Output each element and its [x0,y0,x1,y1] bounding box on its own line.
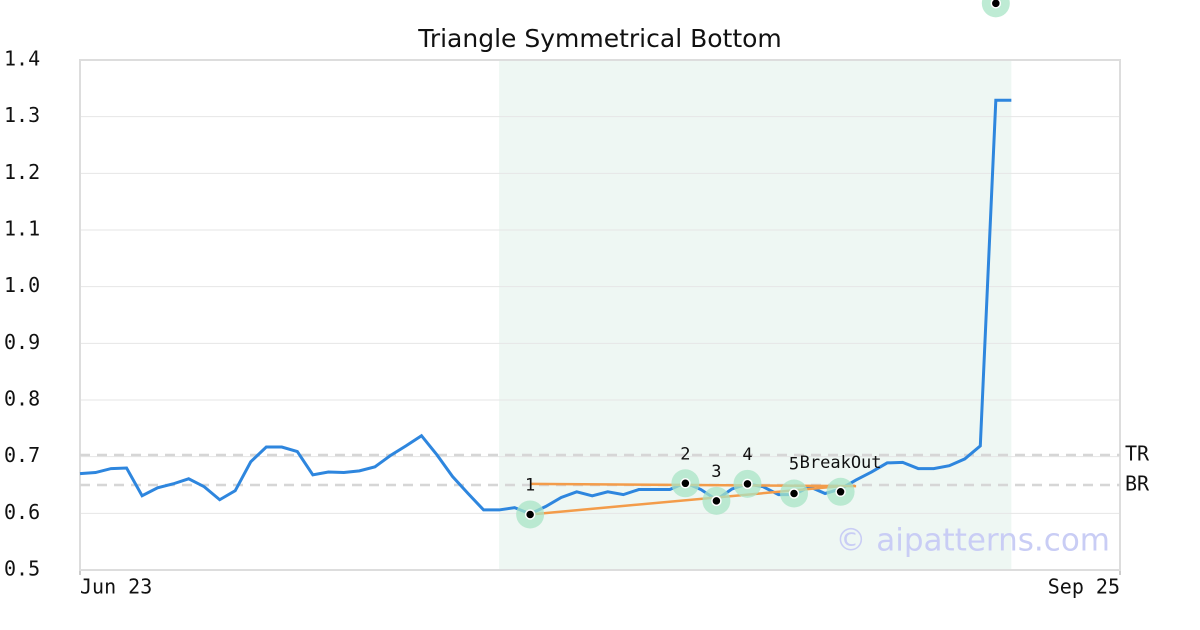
pattern-point [990,0,1002,9]
pattern-point [524,509,536,520]
pattern-point [742,478,753,490]
y-tick-label: 0.5 [4,557,40,581]
pattern-point-label: 4 [742,445,752,465]
pattern-point-label: 1 [525,475,535,495]
pattern-point-label: 3 [711,462,721,482]
y-tick-label: 0.7 [4,443,40,467]
pattern-point-label: BreakOut [800,453,882,473]
y-tick-label: 1.2 [4,160,40,184]
y-tick-label: 0.6 [4,500,40,524]
y-tick-label: 0.8 [4,387,40,411]
pattern-point [711,495,722,507]
level-label: BR [1125,472,1150,496]
x-tick-label: Sep 25 [1048,575,1120,599]
pattern-point-label: 5 [789,455,799,475]
chart-title: Triangle Symmetrical Bottom [417,24,782,53]
pattern-point [788,488,800,499]
pattern-point-label: 2 [680,444,690,464]
y-tick-label: 1.1 [4,217,40,241]
watermark: © aipatterns.com [835,523,1110,559]
pattern-point [835,486,846,498]
y-tick-label: 1.0 [4,273,40,297]
price-line [79,98,1012,516]
y-tick-label: 0.9 [4,330,40,354]
y-tick-label: 1.4 [4,47,40,71]
y-tick-label: 1.3 [4,103,40,127]
pattern-point [680,478,691,489]
plot-frame [79,59,1121,571]
x-tick-label: Jun 23 [80,575,152,599]
pattern-point-halo [981,0,1010,18]
level-label: TR [1125,441,1150,465]
